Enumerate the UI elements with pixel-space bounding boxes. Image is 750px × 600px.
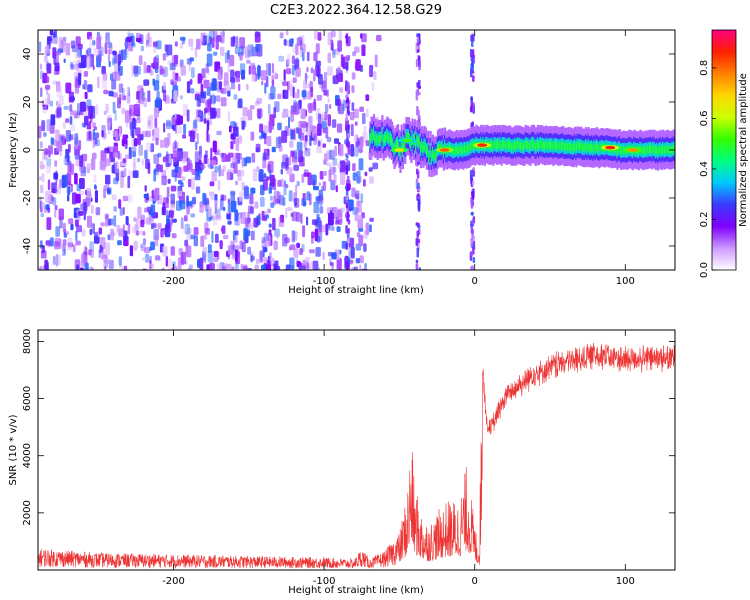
spectrogram-x-axis-label: Height of straight line (km) <box>288 285 424 296</box>
y-tick-label: -40 <box>22 238 33 254</box>
snr-frame <box>37 329 676 571</box>
colorbar-tick-label: 0.4 <box>699 161 710 177</box>
x-tick-label: -100 <box>313 276 336 287</box>
colorbar-tick-label: 0.8 <box>699 60 710 76</box>
y-tick-label: 4000 <box>22 443 33 468</box>
snr-x-axis-label: Height of straight line (km) <box>288 585 424 596</box>
spectrogram-y-axis-label: Frequency (Hz) <box>8 112 19 188</box>
y-tick-label: 20 <box>22 96 33 109</box>
snr-series-line <box>38 342 675 569</box>
colorbar: 0.0 0.2 0.4 0.6 0.8 Normalized spectral ampl… <box>699 29 749 278</box>
figure-title: C2E3.2022.364.12.58.G29 <box>270 3 442 18</box>
x-tick-label: 100 <box>616 276 635 287</box>
snr-panel: -200 -100 0 100 2000 4000 6000 8000 Height of s… <box>8 329 676 596</box>
snr-ticks: -200 -100 0 100 2000 4000 6000 8000 <box>22 329 675 587</box>
y-tick-label: -20 <box>22 190 33 206</box>
colorbar-tick-label: 0.2 <box>699 212 710 228</box>
snr-plot-area <box>38 330 675 570</box>
x-tick-label: -200 <box>162 276 185 287</box>
spectrogram-image <box>38 30 675 270</box>
y-tick-label: 40 <box>22 48 33 61</box>
x-tick-label: 0 <box>472 576 478 587</box>
y-tick-label: 6000 <box>22 386 33 411</box>
x-tick-label: 100 <box>616 576 635 587</box>
x-tick-label: -100 <box>313 576 336 587</box>
colorbar-ticks: 0.0 0.2 0.4 0.6 0.8 <box>699 29 737 278</box>
colorbar-label: Normalized spectral amplitude <box>738 73 749 227</box>
y-tick-label: 8000 <box>22 329 33 354</box>
snr-y-axis-label: SNR (10 * v/v) <box>8 414 19 485</box>
colorbar-tick-label: 0.6 <box>699 110 710 126</box>
y-tick-label: 0 <box>22 147 33 153</box>
colorbar-gradient <box>712 30 736 270</box>
y-tick-label: 2000 <box>22 500 33 525</box>
x-tick-label: 0 <box>472 276 478 287</box>
colorbar-tick-label: 0.0 <box>699 262 710 278</box>
colorbar-frame <box>711 29 737 271</box>
x-tick-label: -200 <box>162 576 185 587</box>
